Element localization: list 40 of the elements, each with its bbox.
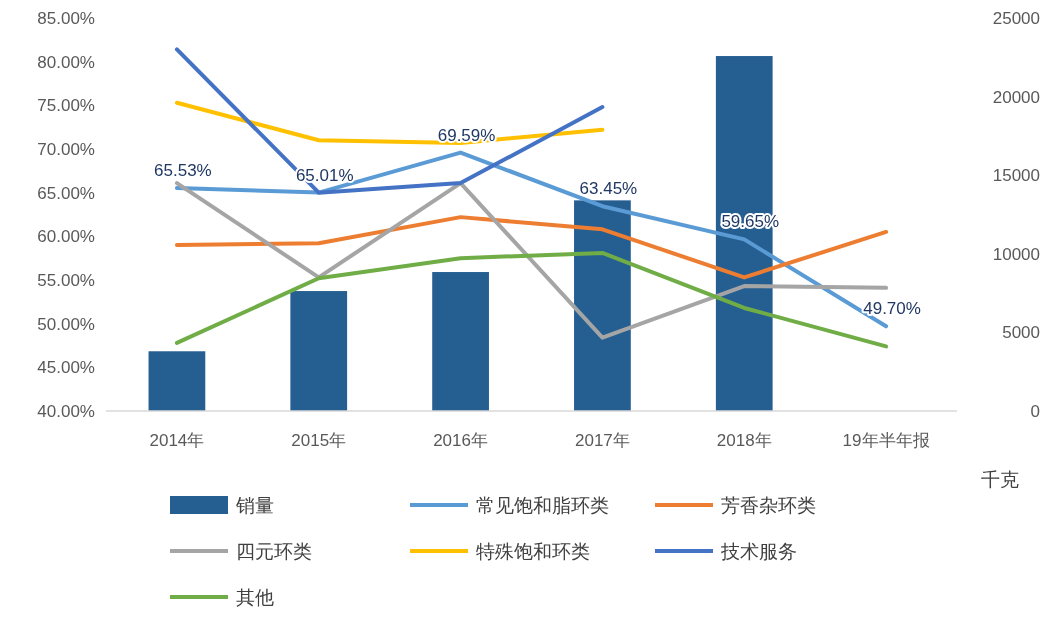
y2-tick-label: 10000: [992, 244, 1040, 264]
y-tick-label: 65.00%: [37, 183, 95, 203]
bar: [574, 200, 631, 411]
x-tick-label: 2015年: [291, 431, 347, 450]
data-label: 49.70%: [863, 299, 921, 319]
y2-tick-label: 25000: [992, 8, 1040, 28]
y2-tick-label: 0: [1030, 401, 1040, 421]
x-tick-label: 2016年: [433, 431, 488, 450]
legend-label: 技术服务: [720, 540, 797, 562]
y-tick-label: 55.00%: [37, 270, 95, 290]
legend-label: 其他: [236, 586, 274, 608]
y2-tick-label: 5000: [1002, 323, 1040, 343]
y-tick-label: 40.00%: [37, 401, 95, 421]
x-tick-label: 2017年: [575, 431, 630, 450]
bar: [432, 272, 489, 411]
bar: [290, 291, 348, 411]
y-tick-label: 70.00%: [37, 139, 95, 159]
bar: [148, 351, 206, 411]
y-tick-label: 85.00%: [37, 8, 95, 28]
y2-tick-label: 15000: [992, 166, 1040, 186]
x-tick-label: 19年半年报: [842, 431, 930, 450]
legend-label: 特殊饱和环类: [476, 540, 590, 562]
y2-tick-label: 20000: [992, 87, 1040, 107]
data-label: 63.45%: [579, 179, 638, 199]
y-tick-label: 45.00%: [37, 358, 95, 378]
x-tick-label: 2014年: [149, 431, 205, 450]
legend-label: 销量: [235, 494, 274, 516]
x-tick-label: 2018年: [716, 431, 772, 450]
y-tick-label: 75.00%: [37, 96, 95, 116]
data-label: 65.53%: [154, 161, 212, 181]
legend-label: 四元环类: [236, 540, 312, 562]
line-series: [174, 100, 605, 145]
line-series: [174, 215, 889, 280]
legend-label: 常见饱和脂环类: [476, 494, 609, 516]
legend-label: 芳香杂环类: [721, 494, 816, 516]
y-tick-label: 80.00%: [37, 52, 95, 72]
data-label: 69.59%: [437, 125, 496, 145]
y2-axis-title: 千克: [981, 469, 1019, 490]
y-tick-label: 50.00%: [37, 314, 95, 334]
y-tick-label: 60.00%: [37, 227, 95, 247]
